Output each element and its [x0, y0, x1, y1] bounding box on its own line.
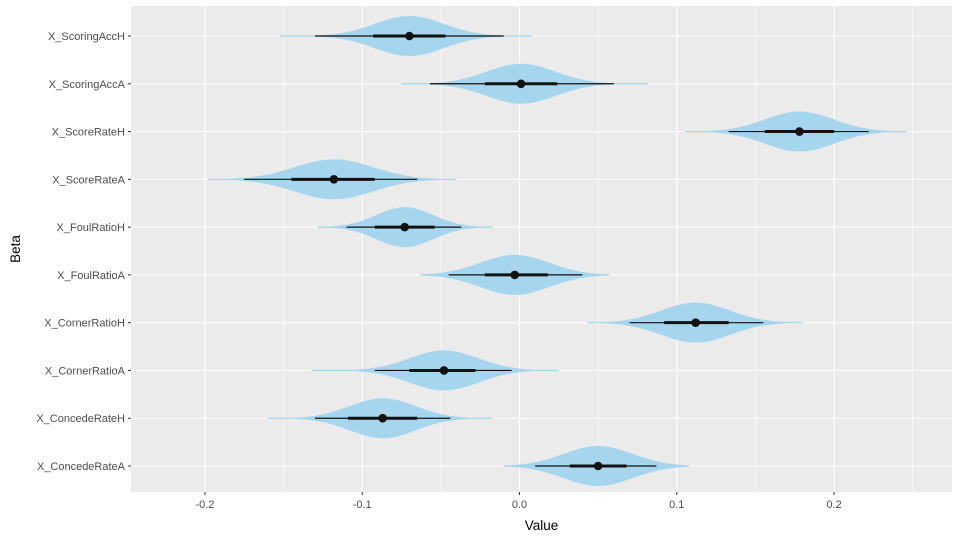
median-point-X_ScoreRateA: [329, 175, 339, 184]
median-point-X_FoulRatioA: [510, 270, 520, 280]
x-tick-label: -0.2: [195, 499, 214, 511]
x-tick-label: -0.1: [353, 499, 372, 511]
median-point-X_ScoringAccH: [405, 31, 414, 41]
y-tick-label: X_FoulRatioA: [57, 270, 126, 282]
y-tick-label: X_ScoringAccH: [48, 31, 125, 43]
y-tick-label: X_ConcedeRateA: [37, 461, 126, 473]
median-point-X_CornerRatioH: [691, 318, 700, 327]
y-tick-label: X_CornerRatioA: [45, 365, 126, 377]
y-tick-label: X_FoulRatioH: [57, 222, 126, 234]
median-point-X_ConcedeRateA: [593, 461, 603, 471]
x-tick-label: 0.2: [826, 499, 841, 511]
median-point-X_CornerRatioA: [439, 366, 449, 375]
x-tick-label: 0.1: [669, 499, 684, 511]
y-axis: X_ScoringAccH X_ScoringAccA X_ScoreRateH X_…: [36, 31, 131, 473]
minor-gridlines: [283, 6, 913, 492]
x-axis-title: Value: [525, 518, 559, 533]
median-point-X_ConcedeRateH: [378, 413, 387, 423]
y-tick-label: X_CornerRatioH: [44, 318, 125, 330]
x-tick-label: 0.0: [512, 499, 527, 511]
y-tick-label: X_ScoringAccA: [49, 79, 126, 91]
interval-bars: [244, 31, 869, 471]
y-tick-label: X_ScoreRateH: [52, 127, 125, 139]
median-point-X_ScoreRateH: [795, 127, 804, 136]
y-tick-label: X_ConcedeRateH: [36, 413, 125, 425]
y-tick-label: X_ScoreRateA: [52, 174, 125, 186]
y-axis-title: Beta: [8, 235, 23, 263]
median-point-X_FoulRatioH: [400, 222, 409, 232]
x-axis: -0.2 -0.1 0.0 0.1 0.2: [195, 492, 842, 511]
median-point-X_ScoringAccA: [516, 79, 526, 89]
